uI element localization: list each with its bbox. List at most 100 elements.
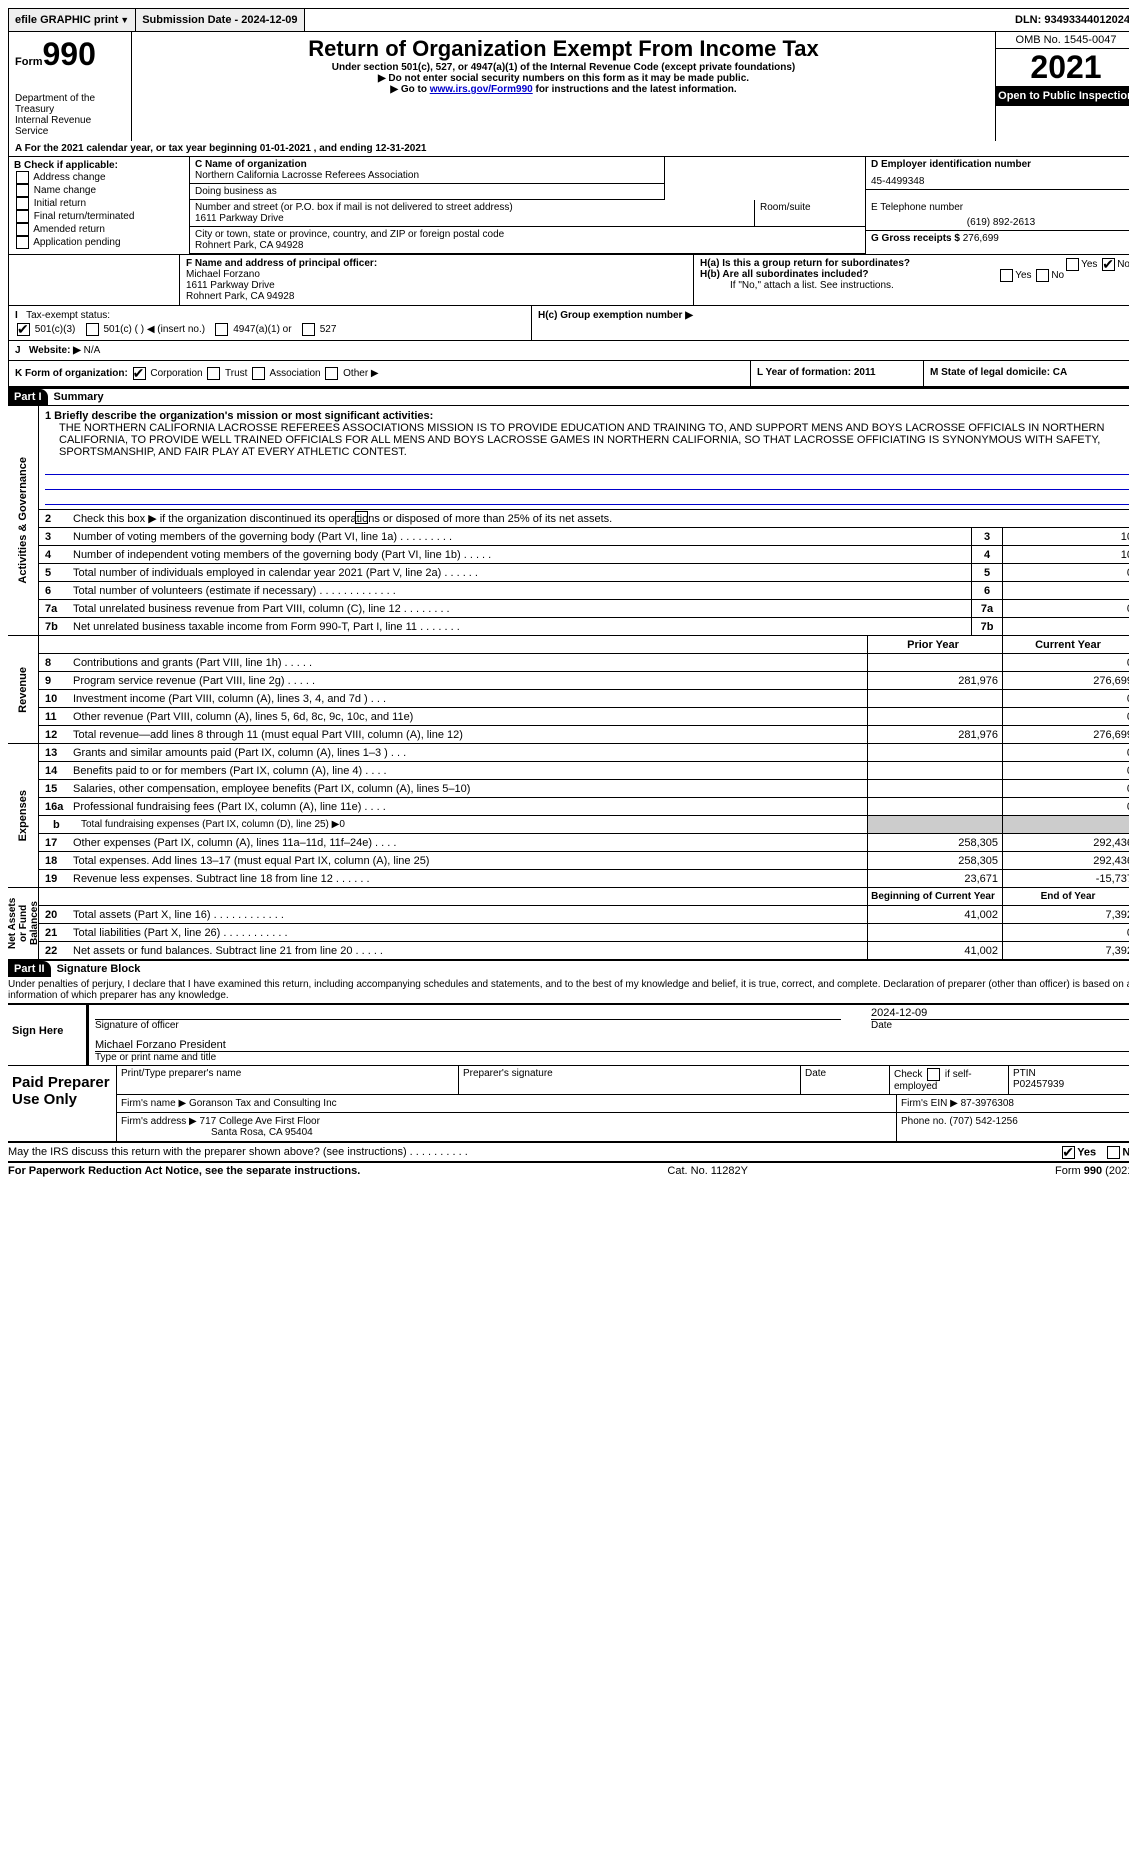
irs-no[interactable] [1107,1146,1120,1159]
l16b: Total fundraising expenses (Part IX, col… [81,818,867,831]
l5: Total number of individuals employed in … [73,566,971,580]
chk-amended[interactable] [16,223,29,236]
form-header: Form990 Department of the Treasury Inter… [8,32,1129,141]
chk-app-pending[interactable] [16,236,29,249]
dropdown-icon: ▼ [120,15,129,25]
firm-addr1: 717 College Ave First Floor [200,1116,320,1127]
e-phone-label: E Telephone number [871,202,1129,213]
phone-value: (619) 892-2613 [871,217,1129,228]
entity-info-block: B Check if applicable: Address change Na… [8,157,1129,255]
l2-checkbox[interactable] [355,511,368,524]
v5: 0 [1002,564,1129,581]
hdr-end: End of Year [1002,888,1129,905]
footer-right: Form 990 (2021) [1055,1165,1129,1177]
l-year: L Year of formation: 2011 [751,361,924,386]
tax-year: 2021 [996,49,1129,86]
ptin-value: P02457939 [1013,1079,1129,1090]
ein-value: 45-4499348 [871,176,1129,187]
l7a: Total unrelated business revenue from Pa… [73,602,971,616]
firm-name: Goranson Tax and Consulting Inc [189,1098,337,1109]
side-exp: Expenses [15,786,31,845]
printed-name-label: Type or print name and title [95,1052,1129,1063]
chk-self-employed[interactable] [927,1068,940,1081]
l9: Program service revenue (Part VIII, line… [73,674,867,688]
l6: Total number of volunteers (estimate if … [73,584,971,598]
c-name-label: C Name of organization [195,159,659,170]
chk-address-change[interactable] [16,171,29,184]
l14: Benefits paid to or for members (Part IX… [73,764,867,778]
officer-block: F Name and address of principal officer:… [8,255,1129,306]
chk-4947[interactable] [215,323,228,336]
footer-left: For Paperwork Reduction Act Notice, see … [8,1165,360,1177]
addr-label: Number and street (or P.O. box if mail i… [195,202,749,213]
irs-label: Internal Revenue Service [15,115,125,137]
k-assoc[interactable] [252,367,265,380]
l1-label: 1 Briefly describe the organization's mi… [45,410,1129,422]
phone-label: Phone no. [901,1116,947,1127]
room-suite-label: Room/suite [755,200,866,227]
paid-preparer-block: Paid Preparer Use Only Print/Type prepar… [8,1066,1129,1143]
l15: Salaries, other compensation, employee b… [73,782,867,796]
org-name: Northern California Lacrosse Referees As… [195,170,659,181]
efile-print-button[interactable]: efile GRAPHIC print ▼ [9,9,136,31]
side-ag: Activities & Governance [15,453,31,588]
expenses-section: Expenses 13Grants and similar amounts pa… [8,743,1129,887]
v7a: 0 [1002,600,1129,617]
l22: Net assets or fund balances. Subtract li… [73,944,867,958]
chk-501c[interactable] [86,323,99,336]
gross-receipts: 276,699 [963,233,999,244]
firm-addr2: Santa Rosa, CA 95404 [121,1127,892,1138]
k-trust[interactable] [207,367,220,380]
chk-final-return[interactable] [16,210,29,223]
revenue-section: Revenue Prior YearCurrent Year 8Contribu… [8,635,1129,743]
city-value: Rohnert Park, CA 94928 [195,240,860,251]
street-address: 1611 Parkway Drive [195,213,749,224]
k-other[interactable] [325,367,338,380]
l19: Revenue less expenses. Subtract line 18 … [73,872,867,886]
dln: DLN: 93493344012024 [1009,9,1129,31]
page-footer: For Paperwork Reduction Act Notice, see … [8,1161,1129,1177]
irs-link[interactable]: www.irs.gov/Form990 [430,84,533,95]
officer-addr2: Rohnert Park, CA 94928 [186,291,687,302]
subtitle-3: ▶ Go to www.irs.gov/Form990 for instruct… [138,84,989,95]
v7b [1002,618,1129,635]
v3: 10 [1002,528,1129,545]
v4: 10 [1002,546,1129,563]
l12: Total revenue—add lines 8 through 11 (mu… [73,728,867,742]
chk-initial-return[interactable] [16,197,29,210]
l17: Other expenses (Part IX, column (A), lin… [73,836,867,850]
ha-no[interactable] [1102,258,1115,271]
line-a: A For the 2021 calendar year, or tax yea… [8,141,1129,157]
hb-yes[interactable] [1000,269,1013,282]
prep-name-hdr: Print/Type preparer's name [117,1066,459,1094]
hdr-prior: Prior Year [867,636,1002,653]
self-employed: Check if self-employed [890,1066,1009,1094]
hdr-current: Current Year [1002,636,1129,653]
l18: Total expenses. Add lines 13–17 (must eq… [73,854,867,868]
mission-text: THE NORTHERN CALIFORNIA LACROSSE REFEREE… [45,422,1129,460]
side-rev: Revenue [15,663,31,717]
omb-number: OMB No. 1545-0047 [996,32,1129,49]
m-state: M State of legal domicile: CA [924,361,1129,386]
tax-status-row: I Tax-exempt status: 501(c)(3) 501(c) ( … [8,306,1129,341]
hb-no[interactable] [1036,269,1049,282]
submission-date[interactable]: Submission Date - 2024-12-09 [136,9,304,31]
firm-phone: (707) 542-1256 [949,1116,1017,1127]
l20: Total assets (Part X, line 16) . . . . .… [73,908,867,922]
firm-addr-label: Firm's address ▶ [121,1116,197,1127]
l7b: Net unrelated business taxable income fr… [73,620,971,634]
footer-mid: Cat. No. 11282Y [667,1165,748,1177]
firm-ein: 87-3976308 [961,1098,1014,1109]
prep-date-hdr: Date [801,1066,890,1094]
ha-yes[interactable] [1066,258,1079,271]
chk-501c3[interactable] [17,323,30,336]
irs-yes[interactable] [1062,1146,1075,1159]
k-corp[interactable] [133,367,146,380]
h-b2: If "No," attach a list. See instructions… [700,280,1129,291]
subtitle-2: ▶ Do not enter social security numbers o… [138,73,989,84]
chk-527[interactable] [302,323,315,336]
dba-label: Doing business as [195,186,659,197]
chk-name-change[interactable] [16,184,29,197]
section-b: B Check if applicable: Address change Na… [9,157,190,254]
l2: Check this box ▶ if the organization dis… [73,511,1129,527]
